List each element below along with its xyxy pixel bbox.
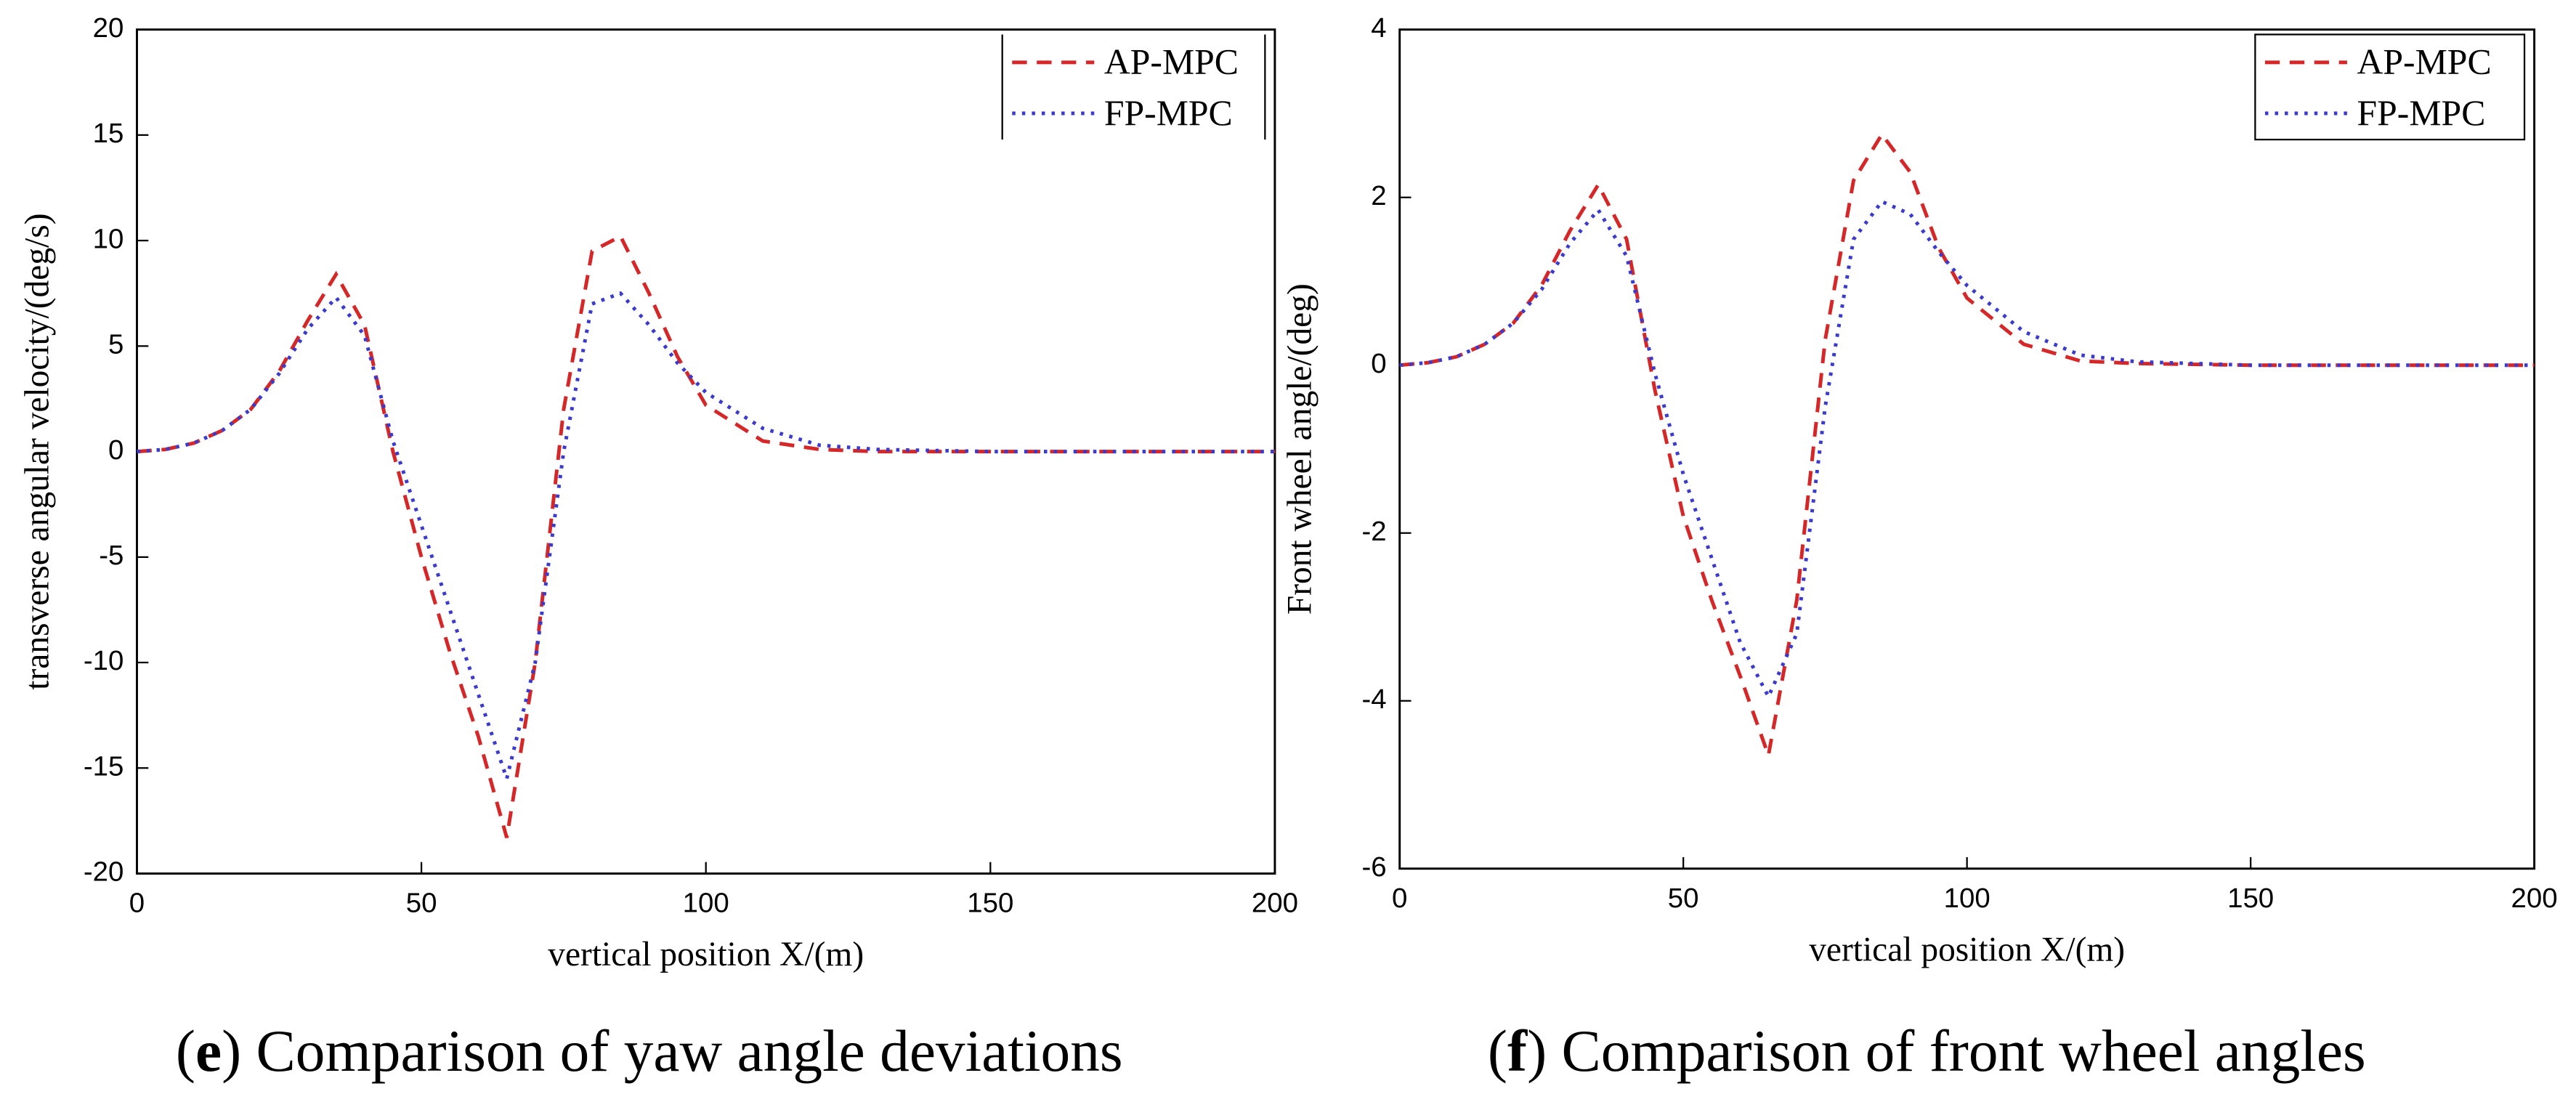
y-tick-label: 10	[93, 223, 124, 254]
x-tick-label: 0	[1392, 883, 1407, 914]
y-tick-label: 5	[108, 329, 123, 360]
x-axis-label: vertical position X/(m)	[1809, 931, 2125, 968]
plot-frame	[1398, 28, 2536, 870]
y-tick-label: -15	[84, 750, 124, 782]
legend-box	[2254, 33, 2526, 141]
series-line	[1399, 199, 2535, 701]
caption: (e) Comparison of yaw angle deviations	[176, 1018, 1123, 1084]
caption-part: f	[1507, 1018, 1528, 1084]
x-tick-label: 200	[1252, 888, 1298, 919]
y-tick-label: 0	[1371, 348, 1386, 379]
y-tick-label: 0	[108, 434, 123, 466]
y-tick-label: 4	[1371, 12, 1386, 44]
y-axis-label: Front wheel angle/(deg)	[1281, 283, 1319, 615]
legend-label: AP-MPC	[1104, 42, 1239, 82]
y-tick-label: 2	[1371, 180, 1386, 211]
y-tick-label: -6	[1361, 851, 1386, 883]
legend-label: AP-MPC	[2357, 42, 2491, 82]
x-tick-label: 150	[2227, 883, 2274, 914]
y-tick-label: -2	[1361, 516, 1386, 547]
x-axis-label: vertical position X/(m)	[548, 936, 864, 973]
y-tick-label: -4	[1361, 684, 1386, 715]
series-line	[137, 233, 1275, 838]
x-tick-label: 100	[683, 888, 729, 919]
caption-part: e	[195, 1018, 222, 1084]
caption-part: ) Comparison of front wheel angles	[1527, 1018, 2366, 1084]
x-tick-label: 100	[1944, 883, 1990, 914]
x-tick-label: 50	[406, 888, 437, 919]
series-line	[1399, 131, 2535, 763]
y-tick-label: -5	[99, 540, 123, 571]
legend-label: FP-MPC	[2357, 93, 2485, 133]
y-tick-label: -10	[84, 645, 124, 676]
x-tick-label: 150	[967, 888, 1013, 919]
caption-part: (	[1488, 1018, 1507, 1084]
caption-part: ) Comparison of yaw angle deviations	[222, 1018, 1122, 1084]
x-tick-label: 200	[2511, 883, 2558, 914]
caption-part: (	[176, 1018, 195, 1084]
series-line	[137, 291, 1275, 785]
y-tick-label: 15	[93, 118, 124, 149]
y-tick-label: 20	[93, 12, 124, 44]
y-tick-label: -20	[84, 856, 124, 888]
x-tick-label: 0	[129, 888, 145, 919]
x-tick-label: 50	[1668, 883, 1699, 914]
legend-label: FP-MPC	[1104, 93, 1233, 133]
y-axis-label: transverse angular velocity/(deg/s)	[18, 213, 56, 689]
caption: (f) Comparison of front wheel angles	[1488, 1018, 2366, 1084]
